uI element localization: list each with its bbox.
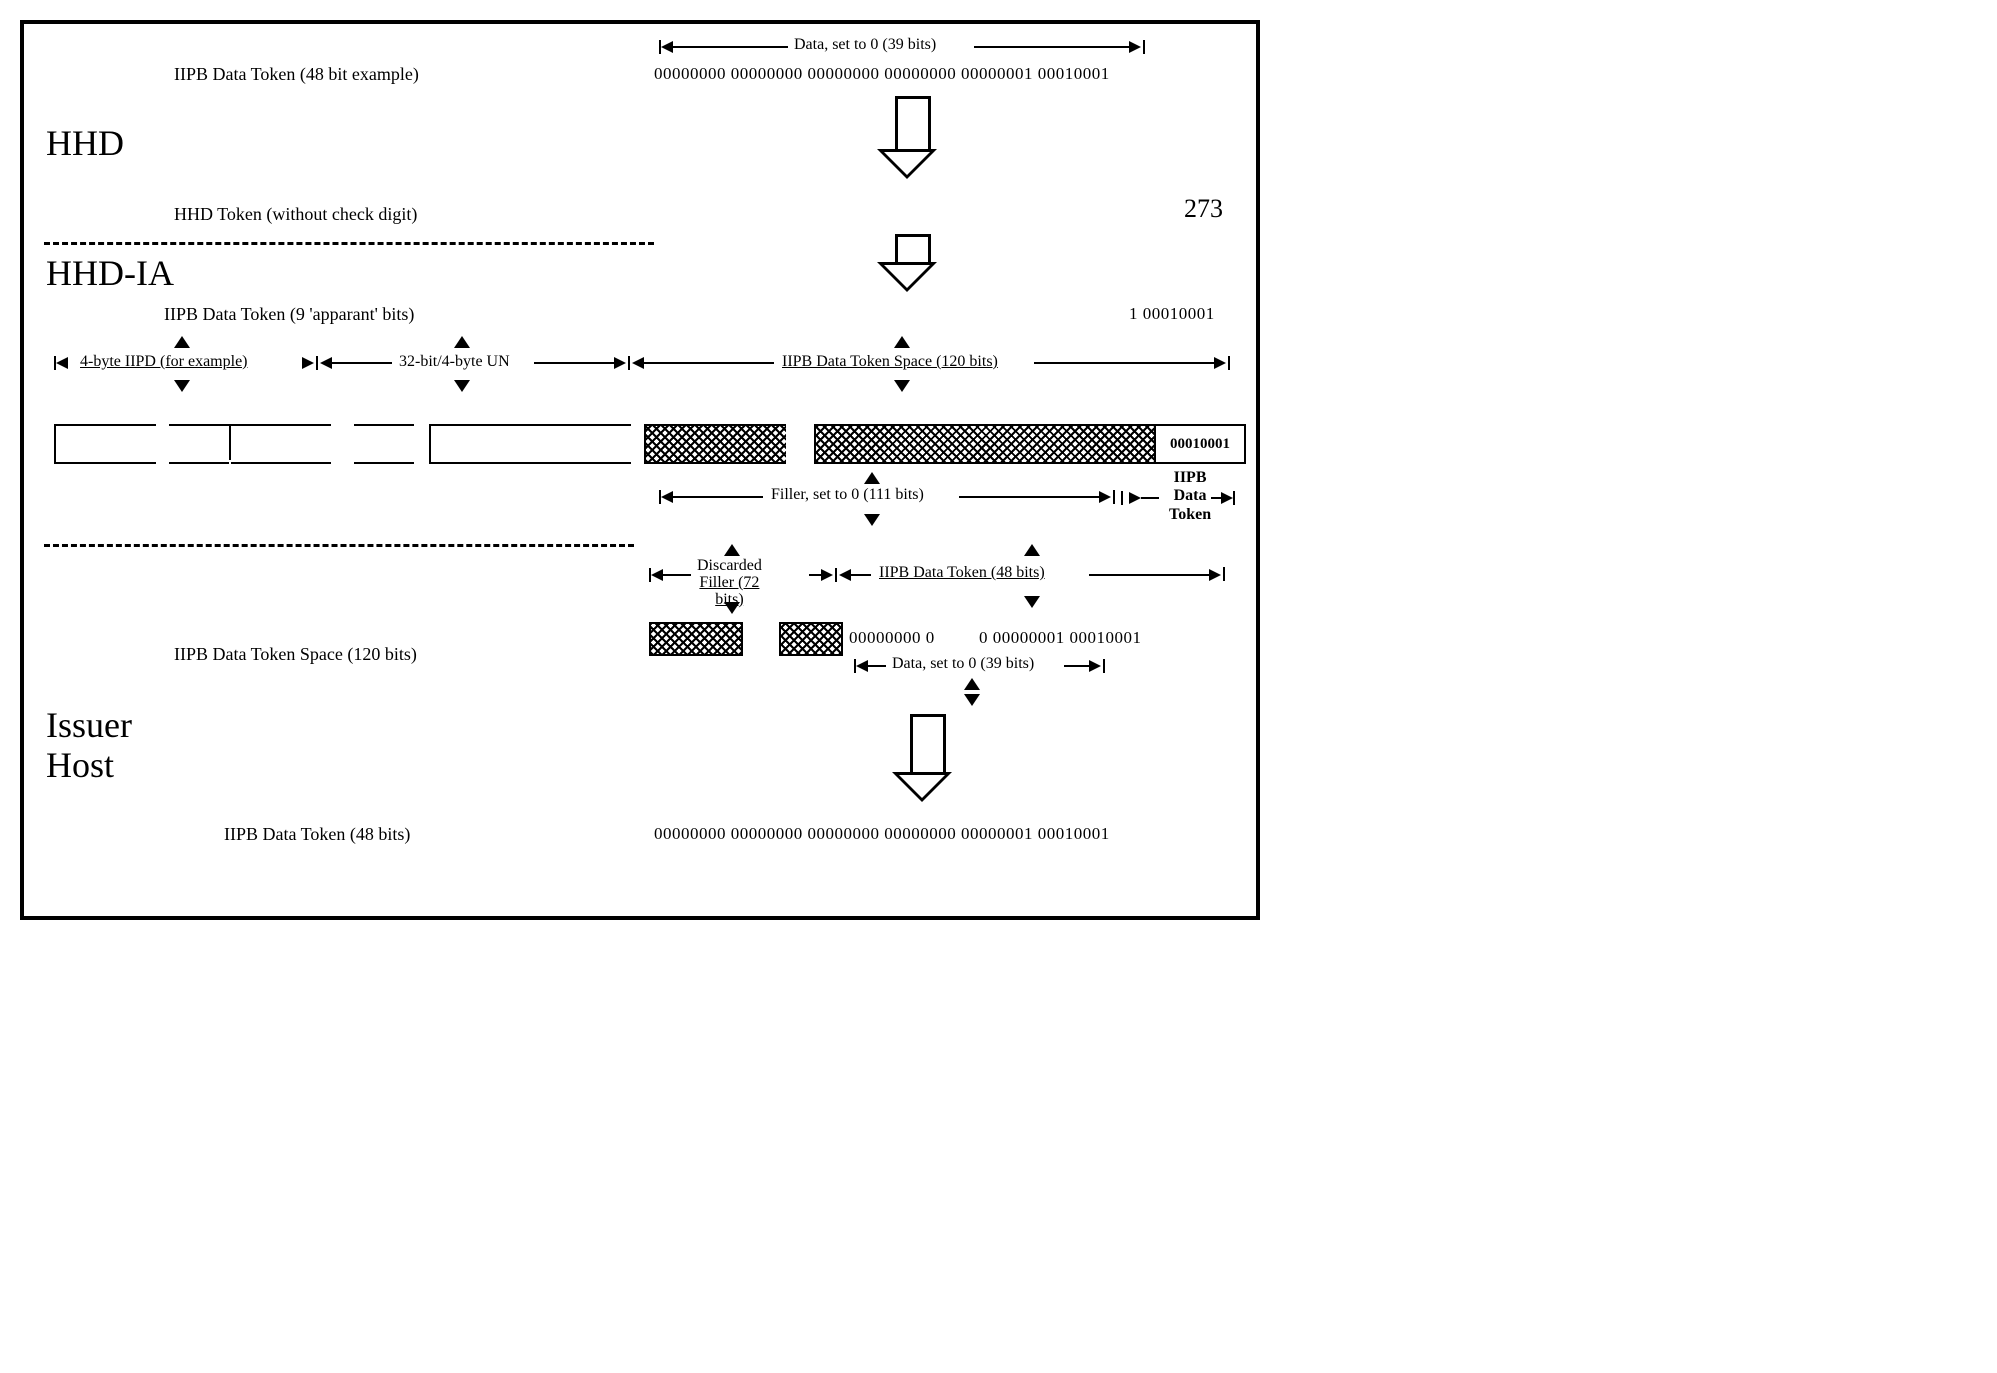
composite-bar: 00010001	[54, 424, 1244, 460]
issuer-out-label: IIPB Data Token (48 bits)	[224, 824, 410, 845]
diagram-frame: HHD IIPB Data Token (48 bit example) Dat…	[20, 20, 1260, 920]
iipb-stack: IIPB Data Token	[1169, 469, 1211, 524]
caret-data39-up	[964, 678, 980, 690]
caret-data39-dn	[964, 694, 980, 706]
issuer-out-bits: 00000000 00000000 00000000 00000000 0000…	[654, 824, 1110, 844]
hhd-ia-title: HHD-IA	[46, 252, 174, 294]
data-39-label: Data, set to 0 (39 bits)	[794, 36, 936, 54]
iipb-stack-3: Token	[1169, 506, 1211, 524]
caret-filler-down	[864, 514, 880, 526]
data39-lower-label: Data, set to 0 (39 bits)	[892, 655, 1034, 673]
down-arrow-2	[889, 234, 937, 292]
dashed-sep-2	[44, 544, 634, 547]
ref-273: 273	[1184, 194, 1223, 224]
caret-d-un	[454, 380, 470, 392]
hhd-ia-right-bits: 1 00010001	[1129, 304, 1215, 324]
caret-token48-up	[1024, 544, 1040, 556]
hhd-token-label: HHD Token (without check digit)	[174, 204, 417, 225]
dashed-sep-1	[44, 242, 654, 245]
iipd-label: 4-byte IIPD (for example)	[80, 353, 248, 371]
iipb-48-label: IIPB Data Token (48 bit example)	[174, 64, 419, 85]
caret-d-space	[894, 380, 910, 392]
iipb-stack-2: Data	[1169, 487, 1211, 505]
caret-space	[894, 336, 910, 348]
caret-un	[454, 336, 470, 348]
caret-token48-dn	[1024, 596, 1040, 608]
un-label: 32-bit/4-byte UN	[399, 353, 510, 371]
down-arrow-1	[889, 96, 937, 179]
caret-iipd	[174, 336, 190, 348]
bar-bits: 00010001	[1170, 436, 1230, 453]
iipb-stack-1: IIPB	[1169, 469, 1211, 487]
filler-label: Filler, set to 0 (111 bits)	[771, 486, 924, 504]
hhd-title: HHD	[46, 122, 124, 164]
issuer-title-1: Issuer	[46, 704, 132, 746]
issuer-mid-bits2: 0 00000001 00010001	[979, 628, 1142, 648]
apparent-bits-label: IIPB Data Token (9 'apparant' bits)	[164, 304, 414, 325]
token-space-label: IIPB Data Token Space (120 bits)	[782, 353, 998, 371]
caret-discarded-dn	[724, 602, 740, 614]
token48-label: IIPB Data Token (48 bits)	[879, 564, 1045, 582]
caret-d-iipd	[174, 380, 190, 392]
issuer-title-2: Host	[46, 744, 114, 786]
caret-discarded-up	[724, 544, 740, 556]
issuer-mid-bits: 00000000 0	[849, 628, 935, 648]
issuer-space-label: IIPB Data Token Space (120 bits)	[174, 644, 417, 665]
down-arrow-3	[904, 714, 952, 802]
discarded-1: Discarded	[697, 558, 762, 575]
hhd-bit-string: 00000000 00000000 00000000 00000000 0000…	[654, 64, 1110, 84]
caret-filler-up	[864, 472, 880, 484]
